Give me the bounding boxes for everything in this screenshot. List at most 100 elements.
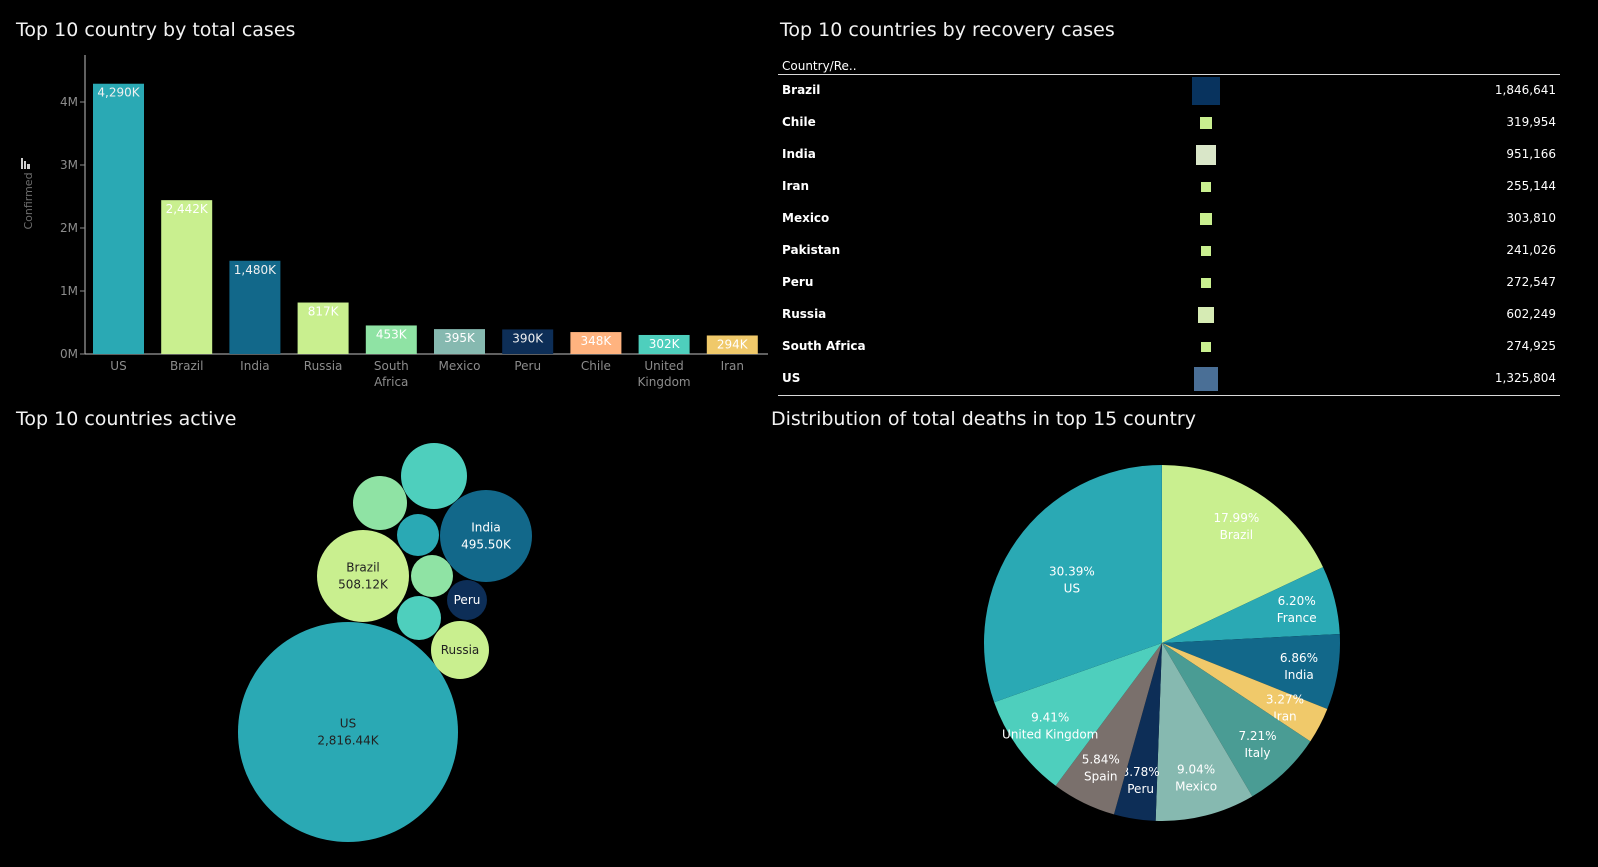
recovery-value: 274,925 bbox=[1506, 339, 1556, 353]
bar-value-label: 348K bbox=[581, 334, 613, 348]
recovery-country: Peru bbox=[782, 275, 814, 289]
recovery-size-mark[interactable] bbox=[1198, 307, 1214, 323]
recovery-value: 1,325,804 bbox=[1494, 371, 1556, 385]
recovery-value: 319,954 bbox=[1506, 115, 1556, 129]
pie-slice[interactable] bbox=[1162, 567, 1340, 643]
bar[interactable] bbox=[502, 329, 554, 354]
bubble-label: US bbox=[340, 717, 356, 731]
bubble[interactable] bbox=[447, 580, 487, 620]
recovery-size-mark[interactable] bbox=[1192, 77, 1220, 105]
pie-slice[interactable] bbox=[1162, 643, 1328, 742]
recovery-row[interactable]: Chile 319,954 bbox=[778, 107, 1560, 139]
recovery-column-header[interactable]: Country/Re.. bbox=[782, 59, 857, 73]
pie-slice[interactable] bbox=[1162, 643, 1311, 797]
bar[interactable] bbox=[365, 325, 417, 354]
pie-chart-title: Distribution of total deaths in top 15 c… bbox=[771, 408, 1196, 430]
bar[interactable] bbox=[570, 332, 622, 354]
bubble[interactable] bbox=[397, 596, 441, 640]
bar-value-label: 4,290K bbox=[97, 86, 140, 100]
recovery-country: US bbox=[782, 371, 801, 385]
recovery-row[interactable]: Mexico 303,810 bbox=[778, 203, 1560, 235]
pie-name-label: France bbox=[1277, 611, 1317, 625]
recovery-size-mark[interactable] bbox=[1200, 181, 1212, 193]
recovery-country: South Africa bbox=[782, 339, 866, 353]
bubble[interactable] bbox=[397, 514, 439, 556]
pie-name-label: Italy bbox=[1244, 746, 1270, 760]
pie-pct-label: 3.78% bbox=[1122, 765, 1160, 779]
pie-name-label: Brazil bbox=[1220, 528, 1254, 542]
y-tick-label: 0M bbox=[60, 347, 78, 361]
pie-name-label: Iran bbox=[1273, 709, 1296, 723]
bubble[interactable] bbox=[353, 476, 407, 530]
recovery-row[interactable]: Iran 255,144 bbox=[778, 171, 1560, 203]
bubble[interactable] bbox=[238, 622, 458, 842]
pie-pct-label: 9.41% bbox=[1031, 710, 1069, 724]
pie-slice[interactable] bbox=[1162, 465, 1324, 643]
bar[interactable] bbox=[706, 335, 758, 354]
recovery-row[interactable]: India 951,166 bbox=[778, 139, 1560, 171]
bubble-label: 508.12K bbox=[338, 578, 389, 592]
pie-slice[interactable] bbox=[1162, 633, 1340, 710]
recovery-size-mark[interactable] bbox=[1200, 117, 1212, 129]
pie-name-label: Spain bbox=[1084, 770, 1118, 784]
bar[interactable] bbox=[434, 329, 485, 354]
bar[interactable] bbox=[297, 302, 349, 354]
recovery-row[interactable]: South Africa 274,925 bbox=[778, 331, 1560, 363]
bubble[interactable] bbox=[401, 443, 467, 509]
recovery-row[interactable]: US 1,325,804 bbox=[778, 363, 1560, 395]
x-tick-label: Kingdom bbox=[638, 375, 691, 389]
pie-pct-label: 5.84% bbox=[1082, 753, 1120, 767]
bar-value-label: 817K bbox=[308, 305, 340, 319]
y-axis-label: Confirmed bbox=[22, 172, 35, 229]
bubble[interactable] bbox=[440, 490, 532, 582]
active-chart-title: Top 10 countries active bbox=[16, 408, 237, 430]
pie-slice[interactable] bbox=[1113, 643, 1162, 821]
bar[interactable] bbox=[161, 200, 213, 354]
pie-name-label: India bbox=[1284, 668, 1313, 682]
recovery-size-mark[interactable] bbox=[1200, 213, 1212, 225]
recovery-country: Mexico bbox=[782, 211, 830, 225]
chart-type-icon[interactable] bbox=[21, 158, 30, 169]
bubble-label: Russia bbox=[441, 643, 480, 657]
recovery-country: India bbox=[782, 147, 816, 161]
bubble[interactable] bbox=[411, 555, 453, 597]
recovery-value: 272,547 bbox=[1506, 275, 1556, 289]
x-tick-label: Russia bbox=[304, 359, 343, 373]
bubble-label: India bbox=[471, 521, 500, 535]
recovery-country: Russia bbox=[782, 307, 827, 321]
recovery-size-mark[interactable] bbox=[1195, 144, 1217, 166]
recovery-row[interactable]: Russia 602,249 bbox=[778, 299, 1560, 331]
recovery-row[interactable]: Brazil 1,846,641 bbox=[778, 75, 1560, 107]
bubble-label: Peru bbox=[454, 593, 481, 607]
x-tick-label: Chile bbox=[581, 359, 611, 373]
recovery-table: Country/Re.. Brazil 1,846,641 Chile 319,954… bbox=[778, 54, 1560, 396]
bar-value-label: 1,480K bbox=[234, 263, 277, 277]
y-tick-label: 2M bbox=[60, 221, 78, 235]
bar-value-label: 294K bbox=[717, 337, 749, 351]
pie-slice[interactable] bbox=[994, 643, 1162, 786]
x-tick-label: India bbox=[240, 359, 269, 373]
recovery-table-header[interactable]: Country/Re.. bbox=[778, 54, 1560, 75]
pie-slice[interactable] bbox=[984, 465, 1162, 703]
recovery-size-mark[interactable] bbox=[1194, 367, 1218, 391]
pie-slice[interactable] bbox=[1155, 643, 1253, 821]
recovery-row[interactable]: Peru 272,547 bbox=[778, 267, 1560, 299]
bubble-label: 495.50K bbox=[461, 538, 512, 552]
recovery-size-mark[interactable] bbox=[1200, 277, 1212, 289]
bar[interactable] bbox=[93, 83, 144, 355]
bubble[interactable] bbox=[317, 530, 409, 622]
bubble[interactable] bbox=[431, 621, 489, 679]
y-tick-label: 1M bbox=[60, 284, 78, 298]
recovery-country: Chile bbox=[782, 115, 816, 129]
recovery-row[interactable]: Pakistan 241,026 bbox=[778, 235, 1560, 267]
bar-value-label: 2,442K bbox=[166, 202, 209, 216]
bar[interactable] bbox=[638, 334, 690, 354]
bar-chart-title: Top 10 country by total cases bbox=[16, 19, 296, 41]
bar[interactable] bbox=[229, 260, 281, 354]
pie-slice[interactable] bbox=[1055, 643, 1162, 815]
x-tick-label: US bbox=[110, 359, 126, 373]
x-tick-label: Brazil bbox=[170, 359, 204, 373]
recovery-size-mark[interactable] bbox=[1200, 245, 1212, 257]
recovery-size-mark[interactable] bbox=[1200, 341, 1212, 353]
recovery-table-title: Top 10 countries by recovery cases bbox=[780, 19, 1115, 41]
